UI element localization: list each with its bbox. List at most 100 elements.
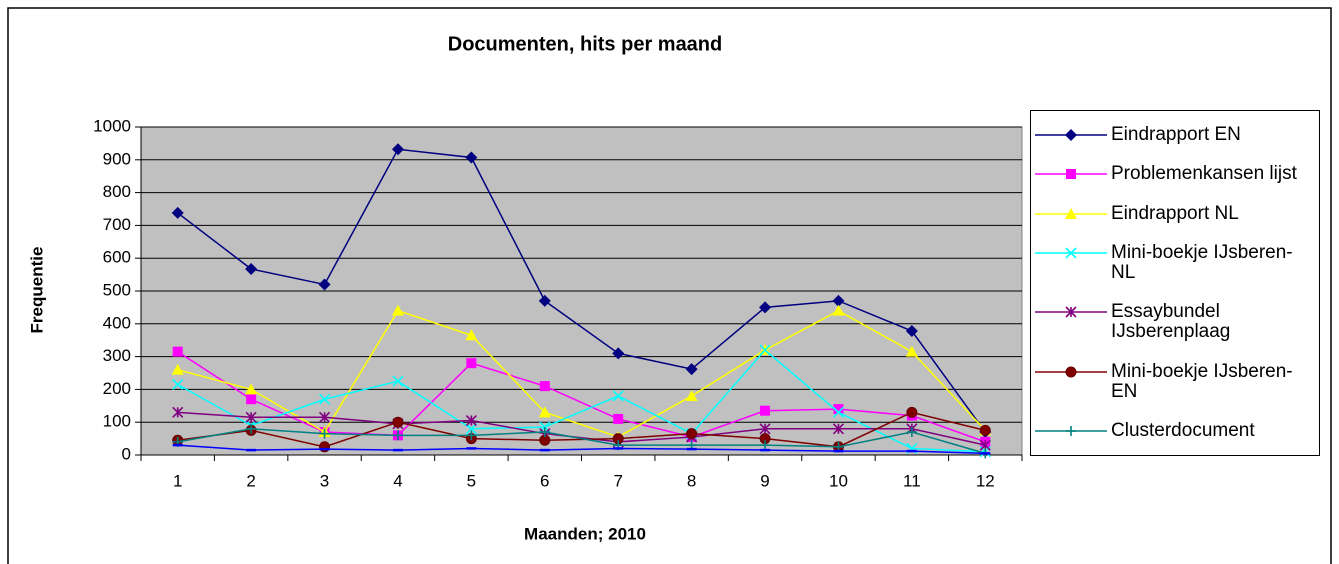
y-tick-label: 1000: [93, 116, 131, 135]
marker: [833, 404, 844, 415]
line: [177, 411, 986, 446]
marker: [172, 378, 184, 391]
marker: [392, 375, 404, 387]
marker: [172, 406, 184, 418]
y-tick-label: 900: [103, 149, 131, 168]
legend-entry: Problemenkansen lijst: [1031, 164, 1319, 184]
marker: [318, 411, 331, 423]
x-tick-label: 12: [976, 471, 995, 490]
marker: [539, 381, 550, 392]
legend-entry: Eindrapport NL: [1031, 202, 1319, 224]
marker: [1066, 426, 1076, 437]
legend-swatch: [1035, 306, 1107, 318]
marker: [319, 428, 330, 439]
marker: [760, 440, 771, 451]
line: [177, 348, 986, 453]
marker: [465, 151, 478, 164]
marker: [979, 424, 991, 436]
marker: [465, 414, 477, 427]
marker: [905, 345, 918, 357]
marker: [685, 363, 698, 376]
marker: [538, 406, 551, 418]
x-tick-label: 5: [467, 471, 476, 490]
y-tick-label: 400: [103, 313, 131, 332]
marker: [466, 358, 477, 369]
line: [177, 411, 986, 448]
marker: [171, 206, 184, 219]
y-axis-label: Frequentie: [27, 247, 46, 334]
legend-entry: Mini-boekje IJsberen-EN: [1031, 360, 1319, 402]
marker: [1066, 169, 1076, 180]
y-tick-label: 500: [103, 280, 131, 299]
y-tick-label: 0: [122, 444, 131, 463]
x-axis-label: Maanden; 2010: [524, 524, 646, 543]
marker: [245, 383, 258, 395]
marker: [906, 427, 917, 438]
marker: [391, 304, 404, 316]
marker: [538, 294, 551, 307]
x-tick-label: 10: [829, 471, 848, 490]
legend-label: Mini-boekje IJsberen-EN: [1111, 360, 1293, 402]
marker: [245, 411, 257, 423]
x-tick-label: 2: [246, 471, 255, 490]
legend-swatch: [1035, 169, 1107, 180]
marker: [466, 430, 477, 441]
marker: [465, 329, 478, 341]
marker: [391, 143, 404, 156]
series: [172, 443, 991, 455]
x-tick-label: 9: [760, 471, 769, 490]
legend-swatch: [1035, 128, 1107, 141]
line: [177, 148, 986, 433]
line: [177, 309, 986, 438]
marker: [392, 416, 404, 428]
y-tick-label: 300: [103, 346, 131, 365]
chart-title: Documenten, hits per maand: [448, 33, 723, 55]
marker: [832, 406, 845, 418]
y-tick-label: 800: [103, 182, 131, 201]
marker: [318, 393, 331, 405]
marker: [905, 325, 918, 338]
legend-swatch: [1035, 426, 1107, 437]
y-tick-label: 100: [103, 412, 131, 431]
legend-entry: Eindrapport EN: [1031, 124, 1319, 145]
x-tick-label: 6: [540, 471, 549, 490]
legend-label: Eindrapport NL: [1111, 202, 1239, 224]
marker: [759, 423, 771, 435]
legend-label: Essaybundel IJsberenplaag: [1111, 301, 1231, 343]
marker: [1065, 306, 1077, 318]
legend: Eindrapport EN Problemenkansen lijst Eindr…: [1030, 110, 1320, 456]
marker: [246, 423, 257, 434]
line: [177, 351, 986, 443]
marker: [1065, 366, 1077, 378]
x-tick-label: 4: [393, 471, 402, 490]
marker: [246, 394, 257, 405]
marker: [245, 263, 258, 276]
y-tick-label: 200: [103, 379, 131, 398]
x-tick-label: 11: [903, 471, 921, 490]
marker: [1065, 128, 1077, 141]
marker: [171, 363, 184, 375]
line: [177, 428, 986, 455]
marker: [612, 390, 624, 402]
marker: [1065, 207, 1077, 219]
marker: [832, 423, 845, 435]
line: [177, 444, 986, 455]
x-tick-label: 1: [173, 471, 182, 490]
marker: [539, 427, 550, 438]
marker: [392, 430, 403, 441]
marker: [906, 406, 918, 418]
marker: [318, 278, 331, 291]
legend-entry: Clusterdocument: [1031, 421, 1319, 441]
marker: [686, 428, 698, 440]
marker: [759, 344, 771, 356]
legend-swatch: [1035, 247, 1107, 259]
x-tick-label: 8: [687, 471, 696, 490]
legend-label: Clusterdocument: [1111, 420, 1255, 442]
marker: [465, 423, 477, 435]
legend-entry: Mini-boekje IJsberen-NL: [1031, 242, 1319, 283]
marker: [832, 294, 845, 307]
y-tick-label: 700: [103, 215, 131, 234]
marker: [685, 389, 698, 401]
y-tick-label: 600: [103, 248, 131, 267]
